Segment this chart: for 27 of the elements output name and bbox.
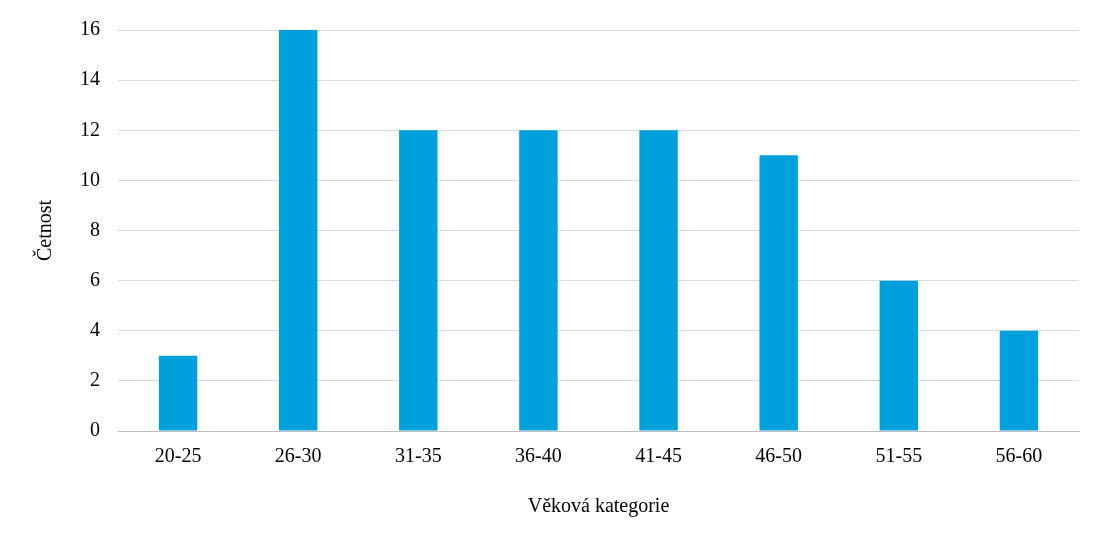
y-tick-label: 10 — [80, 167, 100, 190]
bar — [759, 155, 798, 431]
bar — [158, 355, 198, 431]
y-tick-label: 4 — [90, 318, 100, 340]
bar — [519, 130, 558, 431]
y-tick-label: 0 — [90, 418, 100, 441]
x-tick-label: 36-40 — [515, 444, 562, 467]
y-tick-label: 2 — [90, 368, 100, 391]
y-axis-title: Četnost — [32, 199, 56, 262]
bar — [879, 280, 919, 431]
y-tick-label: 12 — [80, 117, 100, 140]
x-tick-label: 26-30 — [274, 444, 322, 467]
y-tick-label: 6 — [90, 267, 100, 290]
bar — [999, 330, 1039, 431]
bar — [278, 30, 318, 431]
x-tick-label: 20-25 — [154, 444, 202, 467]
y-tick-label: 8 — [90, 217, 100, 240]
x-tick-label: 31-35 — [394, 444, 442, 467]
x-axis-title: Věková kategorie — [527, 494, 670, 518]
bar — [399, 130, 438, 431]
y-tick-label: 14 — [80, 67, 100, 90]
bar — [639, 130, 678, 431]
y-tick-label: 16 — [80, 17, 100, 40]
x-tick-label: 41-45 — [635, 444, 682, 467]
x-tick-label: 51-55 — [875, 444, 923, 467]
x-tick-label: 56-60 — [995, 444, 1043, 467]
x-tick-label: 46-50 — [755, 444, 803, 467]
